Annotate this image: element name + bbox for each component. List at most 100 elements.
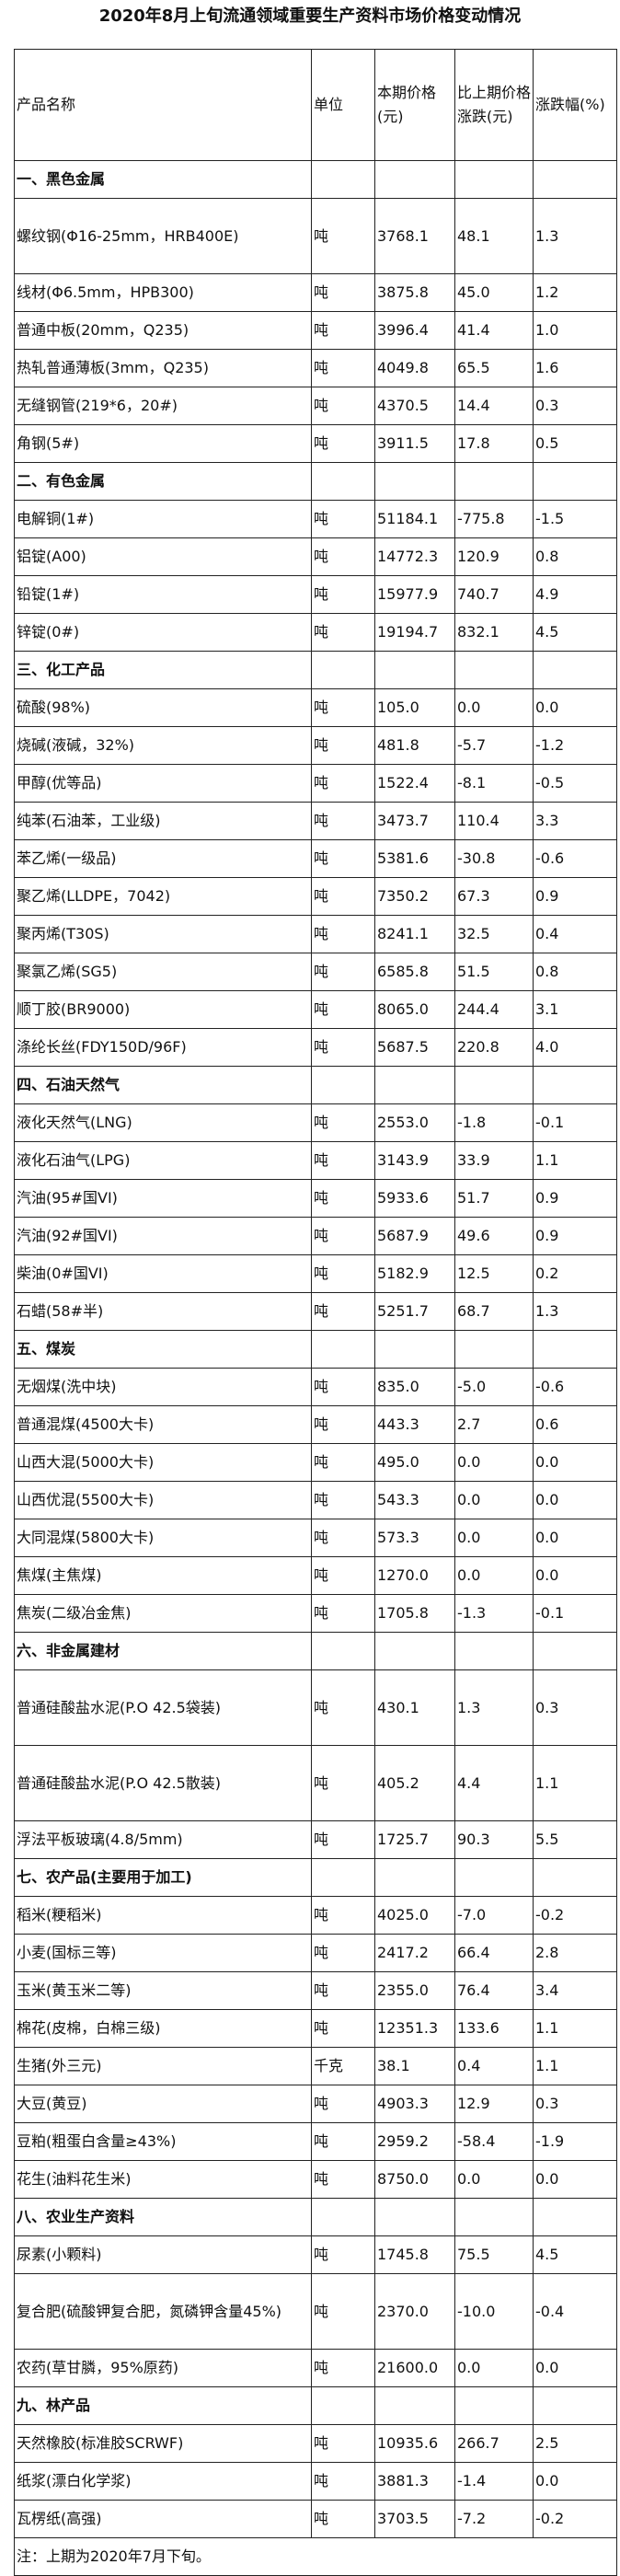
unit: 吨 [311, 311, 375, 350]
price-change: 0.0 [454, 1481, 534, 1519]
unit: 吨 [311, 2349, 375, 2387]
unit: 吨 [311, 1292, 375, 1331]
price-change: -7.0 [454, 1896, 534, 1935]
price-change: 0.0 [454, 1443, 534, 1482]
change-percent: -0.2 [533, 1896, 617, 1935]
section-row: 三、化工产品 [14, 651, 617, 689]
change-percent: 1.2 [533, 273, 617, 312]
product-name: 汽油(92#国VI) [14, 1217, 312, 1255]
unit: 吨 [311, 1820, 375, 1859]
empty-cell [454, 160, 534, 199]
product-name: 小麦(国标三等) [14, 1934, 312, 1972]
current-price: 8065.0 [374, 990, 455, 1029]
price-change: -1.3 [454, 1594, 534, 1633]
current-price: 6585.8 [374, 953, 455, 991]
section-title: 二、有色金属 [14, 462, 312, 501]
unit: 吨 [311, 1971, 375, 2010]
table-row: 浮法平板玻璃(4.8/5mm) 吨 1725.7 90.3 5.5 [14, 1820, 617, 1859]
price-change: 2.7 [454, 1405, 534, 1444]
price-change: 75.5 [454, 2235, 534, 2274]
table-row: 大同混煤(5800大卡) 吨 573.3 0.0 0.0 [14, 1519, 617, 1557]
price-table: 产品名称 单位 本期价格(元) 比上期价格涨跌(元) 涨跌幅(%) 一、黑色金属… [14, 49, 617, 2576]
current-price: 2417.2 [374, 1934, 455, 1972]
empty-cell [374, 2386, 455, 2425]
section-title: 八、农业生产资料 [14, 2198, 312, 2236]
empty-cell [374, 1632, 455, 1670]
product-name: 电解铜(1#) [14, 500, 312, 538]
table-row: 尿素(小颗料) 吨 1745.8 75.5 4.5 [14, 2235, 617, 2274]
table-row: 花生(油料花生米) 吨 8750.0 0.0 0.0 [14, 2160, 617, 2199]
unit: 吨 [311, 1179, 375, 1218]
empty-cell [311, 1632, 375, 1670]
unit: 吨 [311, 1594, 375, 1633]
unit: 吨 [311, 1141, 375, 1180]
price-change: 41.4 [454, 311, 534, 350]
unit: 吨 [311, 198, 375, 274]
empty-cell [374, 160, 455, 199]
empty-cell [374, 1066, 455, 1104]
unit: 吨 [311, 1556, 375, 1595]
product-name: 浮法平板玻璃(4.8/5mm) [14, 1820, 312, 1859]
unit: 吨 [311, 726, 375, 765]
empty-cell [311, 160, 375, 199]
unit: 吨 [311, 1254, 375, 1293]
unit: 吨 [311, 953, 375, 991]
unit: 吨 [311, 1405, 375, 1444]
product-name: 苯乙烯(一级品) [14, 839, 312, 878]
change-percent: 4.5 [533, 2235, 617, 2274]
current-price: 19194.7 [374, 613, 455, 652]
unit: 吨 [311, 424, 375, 463]
section-row: 二、有色金属 [14, 462, 617, 501]
change-percent: 1.0 [533, 311, 617, 350]
header-change: 比上期价格涨跌(元) [454, 49, 534, 161]
current-price: 1522.4 [374, 764, 455, 803]
unit: 吨 [311, 500, 375, 538]
table-row: 涤纶长丝(FDY150D/96F) 吨 5687.5 220.8 4.0 [14, 1028, 617, 1067]
unit: 吨 [311, 688, 375, 727]
change-percent: 3.3 [533, 802, 617, 840]
product-name: 热轧普通薄板(3mm，Q235) [14, 349, 312, 387]
price-change: 12.9 [454, 2085, 534, 2123]
change-percent: 0.3 [533, 2085, 617, 2123]
unit: 吨 [311, 802, 375, 840]
empty-cell [454, 1858, 534, 1897]
current-price: 2959.2 [374, 2122, 455, 2161]
product-name: 生猪(外三元) [14, 2047, 312, 2085]
product-name: 烧碱(液碱，32%) [14, 726, 312, 765]
table-row: 山西大混(5000大卡) 吨 495.0 0.0 0.0 [14, 1443, 617, 1482]
empty-cell [454, 651, 534, 689]
table-row: 农药(草甘膦，95%原药) 吨 21600.0 0.0 0.0 [14, 2349, 617, 2387]
empty-cell [454, 462, 534, 501]
price-change: -1.8 [454, 1103, 534, 1142]
price-change: 90.3 [454, 1820, 534, 1859]
change-percent: 0.4 [533, 915, 617, 953]
price-change: 0.0 [454, 1519, 534, 1557]
change-percent: 0.3 [533, 1669, 617, 1746]
change-percent: 0.0 [533, 1556, 617, 1595]
product-name: 焦煤(主焦煤) [14, 1556, 312, 1595]
table-row: 天然橡胶(标准胶SCRWF) 吨 10935.6 266.7 2.5 [14, 2424, 617, 2463]
product-name: 山西优混(5500大卡) [14, 1481, 312, 1519]
table-row: 纯苯(石油苯，工业级) 吨 3473.7 110.4 3.3 [14, 802, 617, 840]
current-price: 4025.0 [374, 1896, 455, 1935]
product-name: 瓦楞纸(高强) [14, 2500, 312, 2538]
current-price: 5687.5 [374, 1028, 455, 1067]
product-name: 角钢(5#) [14, 424, 312, 463]
table-row: 普通硅酸盐水泥(P.O 42.5散装) 吨 405.2 4.4 1.1 [14, 1745, 617, 1821]
change-percent: 0.6 [533, 1405, 617, 1444]
price-change: 0.4 [454, 2047, 534, 2085]
table-row: 柴油(0#国VI) 吨 5182.9 12.5 0.2 [14, 1254, 617, 1293]
change-percent: 0.3 [533, 387, 617, 425]
unit: 吨 [311, 764, 375, 803]
empty-cell [374, 1330, 455, 1369]
note-row: 注：上期为2020年7月下旬。 [14, 2537, 617, 2576]
change-percent: 0.8 [533, 953, 617, 991]
current-price: 3473.7 [374, 802, 455, 840]
section-row: 八、农业生产资料 [14, 2198, 617, 2236]
empty-cell [454, 2386, 534, 2425]
current-price: 1270.0 [374, 1556, 455, 1595]
price-change: -7.2 [454, 2500, 534, 2538]
product-name: 线材(Φ6.5mm，HPB300) [14, 273, 312, 312]
empty-cell [311, 2386, 375, 2425]
table-row: 普通中板(20mm，Q235) 吨 3996.4 41.4 1.0 [14, 311, 617, 350]
